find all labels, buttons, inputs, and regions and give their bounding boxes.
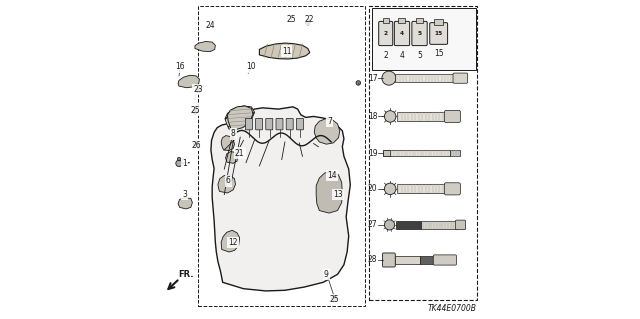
FancyBboxPatch shape [444, 183, 460, 195]
Polygon shape [227, 106, 253, 131]
FancyBboxPatch shape [266, 118, 273, 130]
Circle shape [332, 296, 337, 301]
Text: 28: 28 [368, 256, 378, 264]
Circle shape [305, 20, 310, 25]
Text: 15: 15 [435, 31, 443, 36]
Text: 26: 26 [192, 141, 202, 150]
Text: FR.: FR. [179, 270, 194, 279]
Polygon shape [195, 41, 216, 52]
Circle shape [385, 111, 396, 122]
Text: 2: 2 [383, 31, 388, 36]
Polygon shape [259, 43, 310, 59]
FancyBboxPatch shape [286, 118, 293, 130]
FancyBboxPatch shape [444, 110, 460, 122]
Bar [397, 112, 446, 121]
FancyBboxPatch shape [429, 23, 447, 44]
Bar [399, 18, 406, 23]
FancyBboxPatch shape [383, 253, 396, 267]
Text: 5: 5 [417, 51, 422, 60]
Text: 15: 15 [434, 49, 444, 58]
Polygon shape [225, 152, 237, 163]
Circle shape [197, 89, 199, 91]
Text: 20: 20 [368, 184, 378, 193]
Text: 2: 2 [383, 51, 388, 60]
Text: 27: 27 [368, 220, 378, 229]
Text: 14: 14 [327, 171, 337, 180]
Bar [420, 256, 435, 264]
Bar [397, 184, 446, 193]
Bar [372, 8, 476, 70]
Text: 10: 10 [246, 63, 256, 71]
Text: 19: 19 [368, 149, 378, 158]
Text: 23: 23 [193, 85, 203, 94]
Text: 4: 4 [399, 51, 404, 60]
Text: 25: 25 [287, 15, 296, 24]
Polygon shape [316, 172, 342, 213]
Circle shape [356, 81, 360, 85]
Text: 5: 5 [417, 31, 422, 36]
Text: 3: 3 [182, 190, 187, 199]
Polygon shape [178, 75, 200, 88]
Circle shape [194, 111, 196, 113]
Text: 12: 12 [228, 238, 238, 247]
FancyBboxPatch shape [394, 21, 410, 46]
Text: 11: 11 [282, 47, 291, 56]
Circle shape [195, 143, 197, 145]
Bar [390, 150, 450, 156]
FancyBboxPatch shape [296, 118, 303, 130]
Bar [435, 19, 443, 25]
FancyBboxPatch shape [453, 73, 468, 83]
Text: 21: 21 [235, 149, 244, 158]
Bar [422, 221, 456, 229]
Circle shape [333, 297, 335, 299]
FancyBboxPatch shape [379, 21, 393, 46]
Polygon shape [178, 198, 193, 209]
Text: 18: 18 [368, 112, 378, 121]
Text: 9: 9 [324, 270, 329, 279]
Bar [396, 74, 454, 82]
Polygon shape [221, 136, 234, 151]
Polygon shape [314, 119, 340, 144]
Bar [198, 6, 365, 306]
Bar [416, 18, 423, 23]
Polygon shape [225, 106, 255, 129]
Text: 24: 24 [205, 21, 215, 30]
Circle shape [194, 142, 199, 147]
FancyBboxPatch shape [255, 118, 262, 130]
Polygon shape [211, 107, 350, 291]
Bar [383, 150, 390, 156]
Text: 4: 4 [400, 31, 404, 36]
Text: 6: 6 [226, 176, 230, 185]
Text: 1: 1 [182, 159, 187, 168]
Polygon shape [221, 230, 239, 252]
FancyBboxPatch shape [245, 118, 252, 130]
Text: 13: 13 [333, 190, 342, 199]
Text: 16: 16 [175, 63, 184, 71]
Bar [369, 6, 477, 300]
Polygon shape [218, 175, 236, 193]
FancyBboxPatch shape [412, 21, 427, 46]
Bar [450, 150, 460, 156]
Text: 25: 25 [191, 106, 200, 115]
Circle shape [385, 183, 396, 195]
Bar [396, 221, 422, 229]
Text: TK44E0700B: TK44E0700B [428, 304, 476, 313]
Circle shape [177, 157, 180, 160]
Text: 7: 7 [327, 117, 332, 126]
FancyBboxPatch shape [456, 220, 465, 230]
Text: 25: 25 [330, 295, 339, 304]
Text: 8: 8 [231, 130, 236, 138]
FancyBboxPatch shape [433, 255, 456, 265]
Circle shape [385, 220, 395, 230]
Circle shape [176, 160, 182, 167]
FancyBboxPatch shape [276, 118, 283, 130]
Text: 17: 17 [368, 74, 378, 83]
Bar [395, 256, 420, 264]
Circle shape [193, 109, 198, 114]
Bar [383, 18, 389, 23]
Circle shape [382, 71, 396, 85]
Circle shape [196, 87, 201, 93]
Circle shape [307, 21, 309, 23]
Text: 22: 22 [304, 15, 314, 24]
